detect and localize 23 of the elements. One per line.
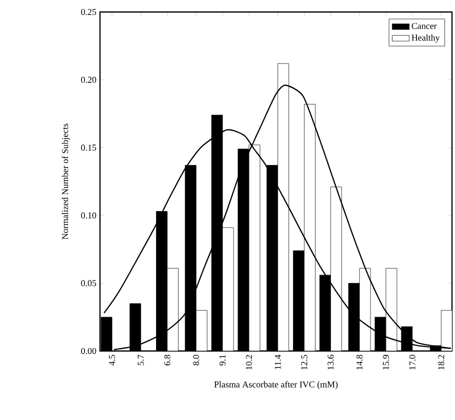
- y-axis-title: Normalized Number of Subjects: [62, 124, 70, 240]
- x-tick-label: 10.2: [246, 355, 252, 370]
- x-tick-label: 9.1: [220, 355, 226, 366]
- x-tick-label: 4.5: [108, 354, 116, 366]
- x-tick-label: 12.5: [301, 354, 308, 370]
- x-tick-label: 5.7: [138, 354, 144, 366]
- y-tick-label: 0.15: [81, 144, 96, 151]
- x-tick-label: 11.4: [274, 354, 281, 370]
- y-tick-label: 0.25: [81, 8, 96, 16]
- x-tick-label: 17.0: [409, 354, 416, 370]
- legend-label: Cancer: [412, 22, 437, 29]
- x-tick-label: 13.6: [328, 354, 334, 370]
- x-tick-label: 8.0: [193, 354, 200, 366]
- y-tick-label: 0.05: [81, 280, 96, 286]
- y-tick-label: 0.10: [81, 212, 96, 218]
- y-tick-label: 0.20: [81, 76, 96, 83]
- x-tick-label: 18.2: [438, 355, 444, 370]
- y-tick-label: 0.00: [81, 348, 96, 354]
- legend-label: Healthy: [412, 34, 440, 43]
- x-tick-label: 14.8: [356, 354, 363, 370]
- x-tick-label: 6.8: [164, 354, 170, 366]
- x-tick-label: 15.9: [382, 354, 389, 370]
- x-axis-title: Plasma Ascorbate after IVC (mM): [214, 381, 338, 390]
